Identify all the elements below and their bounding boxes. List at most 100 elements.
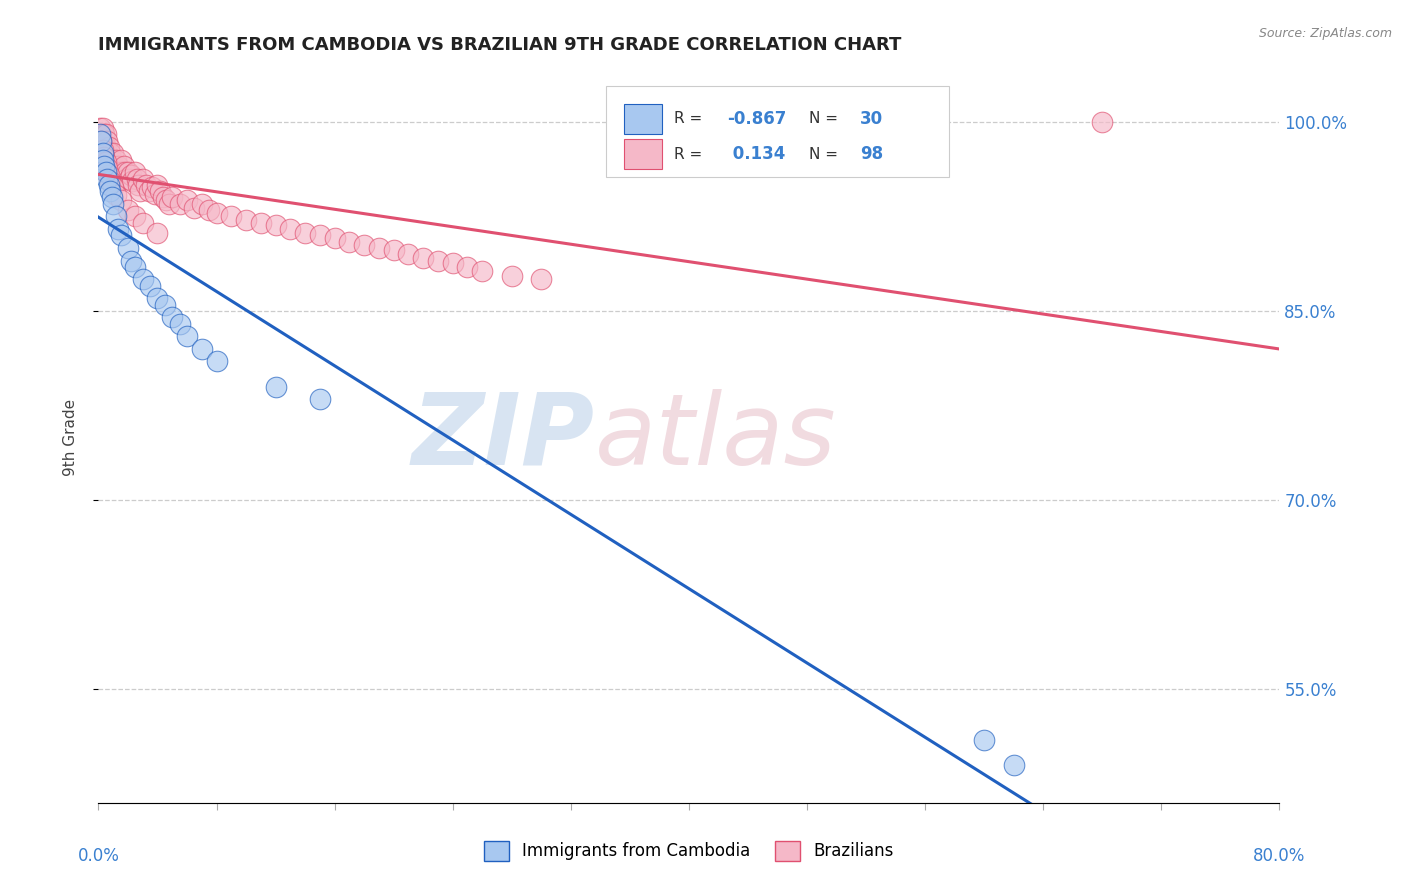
Point xyxy=(132,272,155,286)
Point xyxy=(221,210,243,224)
Text: 80.0%: 80.0% xyxy=(1253,847,1306,864)
Point xyxy=(90,134,112,148)
Point xyxy=(98,159,121,173)
Point xyxy=(89,128,111,142)
Point xyxy=(139,278,162,293)
Point xyxy=(280,222,302,236)
Point xyxy=(309,392,332,407)
Point xyxy=(90,134,112,148)
Point xyxy=(146,291,169,305)
Point xyxy=(97,165,120,179)
Point xyxy=(98,146,121,161)
Point xyxy=(93,159,115,173)
Text: 0.134: 0.134 xyxy=(727,145,785,163)
Point xyxy=(96,161,118,176)
Point xyxy=(162,190,183,204)
Point xyxy=(169,317,191,331)
FancyBboxPatch shape xyxy=(624,139,662,169)
Point xyxy=(94,153,117,167)
Text: Source: ZipAtlas.com: Source: ZipAtlas.com xyxy=(1258,27,1392,40)
Text: IMMIGRANTS FROM CAMBODIA VS BRAZILIAN 9TH GRADE CORRELATION CHART: IMMIGRANTS FROM CAMBODIA VS BRAZILIAN 9T… xyxy=(98,36,901,54)
Point xyxy=(110,193,132,207)
Point xyxy=(104,165,127,179)
Point xyxy=(141,180,163,194)
Point xyxy=(124,210,146,224)
Point xyxy=(91,134,114,148)
Point xyxy=(973,732,995,747)
Text: N =: N = xyxy=(810,112,844,127)
Y-axis label: 9th Grade: 9th Grade xyxy=(63,399,77,475)
Point xyxy=(132,216,155,230)
Point xyxy=(100,190,122,204)
Point xyxy=(96,146,118,161)
Point xyxy=(353,238,375,252)
Point xyxy=(117,203,139,218)
Point xyxy=(149,184,172,198)
Point xyxy=(205,354,228,368)
Point xyxy=(412,251,434,265)
Point xyxy=(103,159,125,173)
Point xyxy=(169,196,191,211)
Point xyxy=(146,226,169,240)
Point xyxy=(323,231,346,245)
Point xyxy=(153,298,176,312)
Legend: Immigrants from Cambodia, Brazilians: Immigrants from Cambodia, Brazilians xyxy=(477,834,901,868)
Point xyxy=(398,247,420,261)
Text: ZIP: ZIP xyxy=(412,389,595,485)
Point xyxy=(138,184,160,198)
Point xyxy=(103,146,125,161)
Point xyxy=(93,150,115,164)
Point xyxy=(97,178,120,192)
FancyBboxPatch shape xyxy=(624,104,662,134)
Point xyxy=(105,153,128,167)
Point xyxy=(97,168,120,182)
Point xyxy=(530,272,553,286)
Point xyxy=(91,143,114,157)
Point xyxy=(115,171,138,186)
Point xyxy=(94,165,117,179)
Point xyxy=(157,196,180,211)
Point xyxy=(120,168,142,182)
Point xyxy=(1091,115,1114,129)
Point xyxy=(250,216,273,230)
Point xyxy=(105,188,128,202)
Point xyxy=(441,256,464,270)
Text: R =: R = xyxy=(673,146,707,161)
Point xyxy=(118,171,141,186)
Point xyxy=(105,165,128,179)
Point xyxy=(155,193,177,207)
Point xyxy=(146,178,169,192)
Text: N =: N = xyxy=(810,146,844,161)
Point xyxy=(97,140,120,154)
Point xyxy=(94,140,117,154)
Point xyxy=(110,228,132,243)
Point xyxy=(176,329,198,343)
Point xyxy=(91,146,114,161)
Point xyxy=(143,186,166,201)
Point xyxy=(162,310,183,325)
Point xyxy=(135,178,157,192)
Point xyxy=(294,226,316,240)
Point xyxy=(132,171,155,186)
Point xyxy=(117,241,139,255)
Point xyxy=(111,165,134,179)
Point xyxy=(93,140,115,154)
Point xyxy=(117,165,139,179)
Point xyxy=(107,159,129,173)
Point xyxy=(191,196,214,211)
Point xyxy=(96,171,118,186)
Point xyxy=(89,134,111,148)
Point xyxy=(112,159,135,173)
Point xyxy=(183,201,205,215)
Point xyxy=(176,193,198,207)
Point xyxy=(198,203,221,218)
Point xyxy=(100,165,122,179)
Point xyxy=(339,235,361,249)
Point xyxy=(368,241,391,255)
Point xyxy=(121,174,143,188)
Point xyxy=(471,263,494,277)
Point xyxy=(103,196,125,211)
Point xyxy=(205,205,228,219)
Point xyxy=(90,128,112,142)
Point xyxy=(89,121,111,136)
